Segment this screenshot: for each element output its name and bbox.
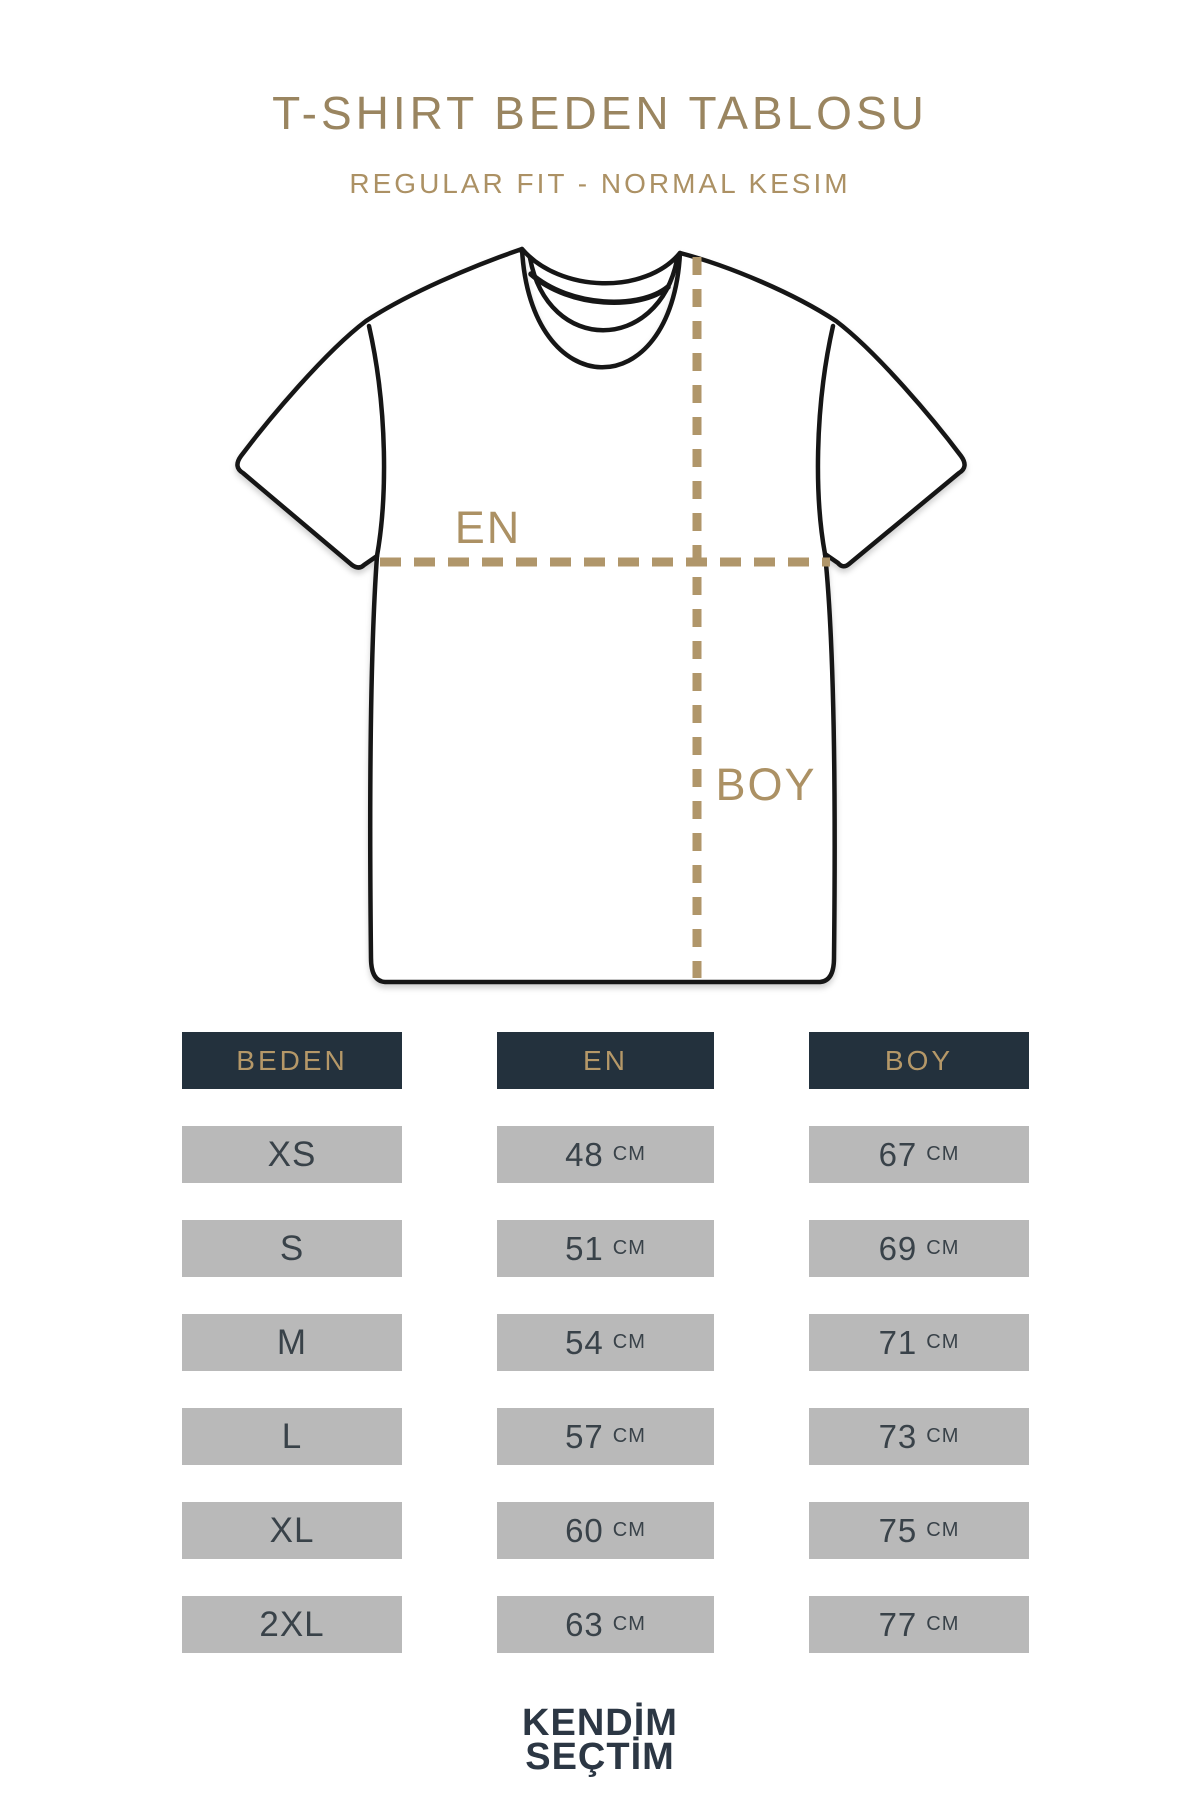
size-table: BEDEN EN BOY XS 48 CM 67 CM S 51 CM 69 C… [182, 1032, 1030, 1653]
unit-label: CM [926, 1519, 960, 1541]
length-value: 75 [878, 1511, 918, 1549]
length-value: 67 [878, 1135, 918, 1173]
brand-logo-line1: KENDİM [522, 1702, 678, 1744]
width-value: 57 [565, 1417, 604, 1455]
page-subtitle: REGULAR FIT - NORMAL KESIM [349, 168, 851, 199]
size-cell: XL [182, 1502, 402, 1559]
width-cell: 63 CM [497, 1596, 714, 1653]
length-cell: 71 CM [809, 1314, 1029, 1371]
header-size: BEDEN [182, 1032, 402, 1089]
collar-back-edge [519, 246, 683, 286]
size-cell: L [182, 1408, 402, 1465]
width-value: 48 [565, 1135, 604, 1173]
length-value: 71 [878, 1323, 918, 1361]
page-title: T-SHIRT BEDEN TABLOSU [272, 87, 928, 139]
unit-label: CM [612, 1425, 646, 1447]
length-cell: 77 CM [809, 1596, 1029, 1653]
collar-back-seam [528, 271, 671, 305]
unit-label: CM [926, 1425, 960, 1447]
length-cell: 67 CM [809, 1126, 1029, 1183]
unit-label: CM [612, 1143, 646, 1165]
size-cell: 2XL [182, 1596, 402, 1653]
width-measure-label: EN [455, 502, 522, 553]
length-measure-label: BOY [715, 759, 816, 810]
length-value: 77 [878, 1605, 918, 1643]
unit-label: CM [926, 1331, 960, 1353]
tshirt-outline-icon [235, 246, 967, 985]
brand-logo-line2: SEÇTİM [525, 1736, 675, 1778]
width-value: 63 [565, 1605, 604, 1643]
header-width: EN [497, 1032, 714, 1089]
width-value: 60 [565, 1511, 604, 1549]
width-cell: 60 CM [497, 1502, 714, 1559]
left-sleeve-seam [366, 323, 387, 559]
unit-label: CM [926, 1613, 960, 1635]
length-cell: 69 CM [809, 1220, 1029, 1277]
unit-label: CM [612, 1331, 646, 1353]
unit-label: CM [612, 1237, 646, 1259]
unit-label: CM [926, 1143, 960, 1165]
width-value: 51 [565, 1229, 604, 1267]
size-cell: M [182, 1314, 402, 1371]
size-cell: S [182, 1220, 402, 1277]
width-value: 54 [565, 1323, 604, 1361]
length-cell: 73 CM [809, 1408, 1029, 1465]
collar-inner-edge [527, 255, 680, 333]
unit-label: CM [612, 1519, 646, 1541]
length-cell: 75 CM [809, 1502, 1029, 1559]
width-cell: 48 CM [497, 1126, 714, 1183]
header-length: BOY [809, 1032, 1029, 1089]
size-cell: XS [182, 1126, 402, 1183]
right-sleeve-seam [815, 323, 836, 557]
unit-label: CM [612, 1613, 646, 1635]
width-cell: 51 CM [497, 1220, 714, 1277]
brand-logo: KENDİM SEÇTİM [0, 1702, 1200, 1778]
tshirt-diagram: EN BOY [235, 246, 967, 985]
length-value: 73 [878, 1417, 918, 1455]
width-cell: 57 CM [497, 1408, 714, 1465]
unit-label: CM [926, 1237, 960, 1259]
width-cell: 54 CM [497, 1314, 714, 1371]
length-value: 69 [878, 1229, 918, 1267]
